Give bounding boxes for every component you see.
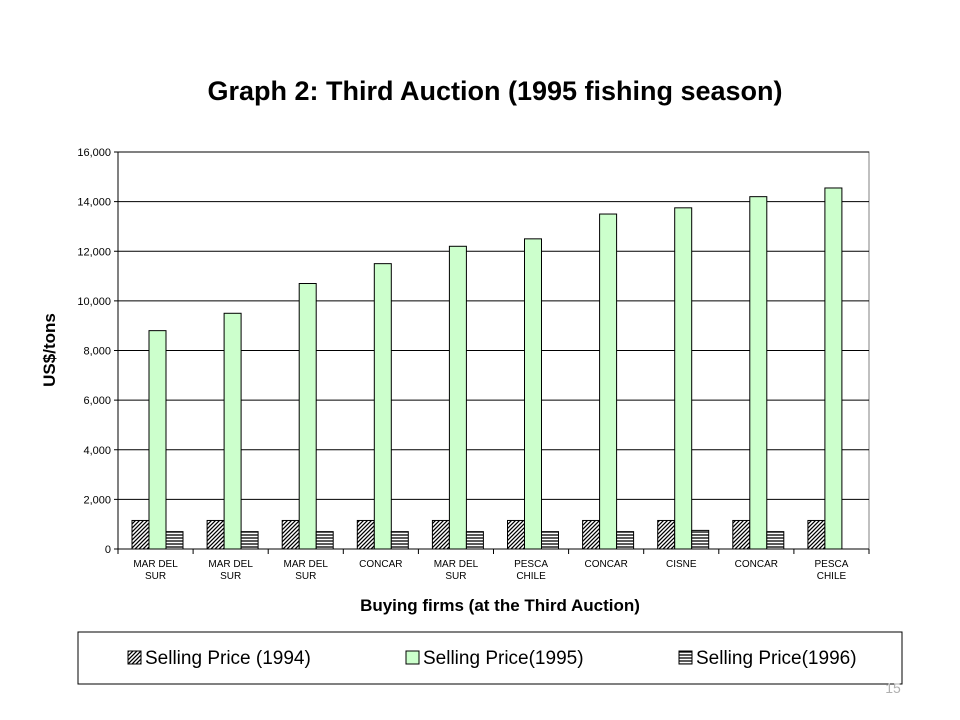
bar-1994-5 [431,519,450,550]
y-tick-label: 16,000 [77,147,111,159]
bar-1996-8 [691,529,710,550]
y-tick-label: 8,000 [83,346,111,358]
bar-1995-8 [674,207,693,550]
bar-1995-3 [298,283,317,550]
x-category-label: SUR [445,571,466,582]
bar-1994-2 [206,519,225,550]
bar-1996-3 [315,531,334,550]
bar-1994-4 [356,519,375,550]
x-category-label: SUR [145,571,166,582]
bar-1996-4 [390,531,409,550]
x-category-label: SUR [220,571,241,582]
bar-1995-4 [373,263,392,550]
bar-1994-6 [507,519,525,550]
legend-label-1994: Selling Price (1994) [145,648,311,669]
bar-1995-6 [524,238,542,550]
bar-1995-2 [223,312,242,550]
bar-1995-7 [599,213,618,550]
y-axis-title: US$/tons [40,313,59,387]
legend-swatch-1995 [405,650,420,665]
y-tick-label: 4,000 [83,445,111,457]
legend-box [77,631,903,685]
bar-1996-9 [766,531,785,550]
y-tick-label: 0 [105,544,111,556]
bar-1996-1 [165,531,184,550]
gridlines [118,151,869,500]
x-category-label: SUR [295,571,316,582]
legend: Selling Price (1994) Selling Price(1995) S… [77,631,903,685]
y-tick-label: 12,000 [77,246,111,258]
y-tick-label: 2,000 [83,494,111,506]
bar-1994-8 [657,519,676,550]
y-axis-ticks: 0 2,000 4,000 6,000 8,000 10,000 12,000 14,000 1… [77,147,119,556]
x-category-label: CISNE [666,559,697,570]
bar-1995-9 [749,196,768,550]
bar-1994-1 [131,519,150,550]
bar-1996-2 [240,531,259,550]
bar-1994-3 [281,519,300,550]
bars [131,187,843,550]
bar-1996-7 [616,531,635,550]
legend-label-1995: Selling Price(1995) [423,648,584,669]
legend-swatch-1994 [127,650,142,665]
bar-1995-1 [148,330,167,550]
page-number: 15 [885,680,901,696]
bar-1994-9 [732,519,751,550]
x-axis-title: Buying firms (at the Third Auction) [360,596,640,615]
x-category-label: PESCA [814,559,848,570]
bar-1995-10 [824,187,843,550]
bar-1994-10 [807,519,826,550]
x-category-label: CONCAR [584,559,627,570]
x-category-label: MAR DEL [208,559,253,570]
y-tick-label: 14,000 [77,197,111,209]
x-category-label: CONCAR [359,559,402,570]
legend-swatch-1996 [678,650,693,665]
y-tick-label: 6,000 [83,395,111,407]
x-category-label: MAR DEL [133,559,178,570]
x-category-label: CHILE [817,571,847,582]
y-tick-label: 10,000 [77,296,111,308]
x-category-label: PESCA [514,559,548,570]
bar-1996-5 [465,531,484,550]
bar-1994-7 [582,519,601,550]
chart-title: Graph 2: Third Auction (1995 fishing sea… [207,76,782,106]
x-category-label: MAR DEL [434,559,479,570]
bar-1996-6 [541,531,559,550]
legend-label-1996: Selling Price(1996) [696,648,857,669]
x-category-label: CHILE [516,571,546,582]
x-category-label: CONCAR [735,559,778,570]
x-category-label: MAR DEL [284,559,329,570]
bar-1995-5 [448,245,467,550]
